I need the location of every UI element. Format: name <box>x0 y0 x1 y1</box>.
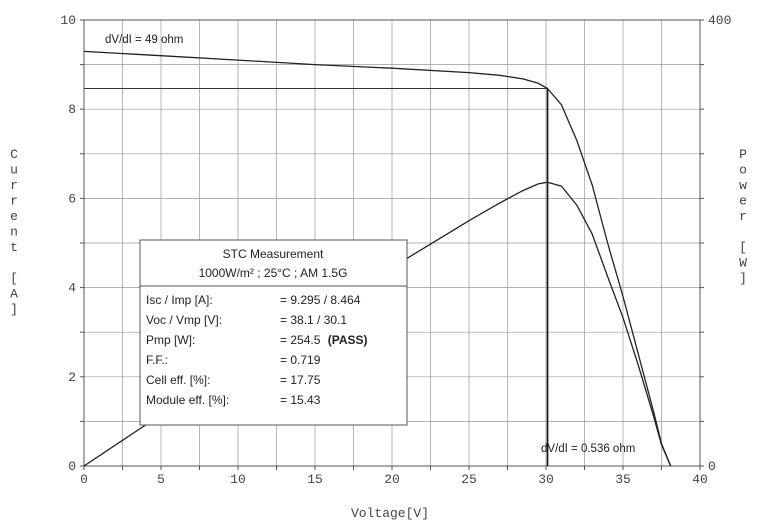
x-tick-label: 15 <box>307 472 323 487</box>
y-axis-title-right-char: P <box>739 147 747 162</box>
info-row-label: Pmp [W]: <box>146 333 195 347</box>
annotation-top-left: dV/dI = 49 ohm <box>105 34 183 46</box>
x-tick-label: 40 <box>692 472 708 487</box>
info-row-value-text: = 15.43 <box>280 393 321 407</box>
info-row-value: = 0.719 <box>280 353 321 367</box>
y-axis-title-right-char: ] <box>739 271 747 286</box>
y-axis-title-left-char: C <box>10 147 18 162</box>
x-tick-label: 25 <box>461 472 477 487</box>
x-tick-label: 35 <box>615 472 631 487</box>
y-tick-label-left: 6 <box>68 191 76 206</box>
info-row-value: = 254.5 (PASS) <box>280 333 368 347</box>
y-tick-label-right: 400 <box>708 13 731 28</box>
y-axis-title-left-char: n <box>10 225 18 240</box>
info-row-value: = 15.43 <box>280 393 321 407</box>
info-box-subtitle: 1000W/m² ; 25°C ; AM 1.5G <box>199 266 348 280</box>
y-axis-title-right-char: o <box>739 163 747 178</box>
info-row-value-text: = 17.75 <box>280 373 321 387</box>
y-axis-title-right-char: e <box>739 194 747 209</box>
y-axis-title-left-char: u <box>10 163 18 178</box>
y-tick-label-left: 8 <box>68 102 76 117</box>
x-tick-label: 0 <box>80 472 88 487</box>
y-axis-title-left-char: A <box>10 287 18 302</box>
info-row-label: Isc / Imp [A]: <box>146 293 213 307</box>
info-row-value-text: = 0.719 <box>280 353 321 367</box>
info-row-value-text: = 38.1 / 30.1 <box>280 313 347 327</box>
y-tick-label-left: 4 <box>68 281 76 296</box>
y-tick-label-right: 0 <box>708 459 716 474</box>
y-axis-title-left-char: e <box>10 209 18 224</box>
info-box-frame <box>139 239 408 426</box>
y-axis-title-left-char: r <box>10 194 18 209</box>
x-tick-label: 5 <box>157 472 165 487</box>
annotation-bottom-right: dV/dI = 0.536 ohm <box>541 443 635 455</box>
y-tick-label-left: 10 <box>60 13 76 28</box>
info-row-label: Cell eff. [%]: <box>146 373 210 387</box>
info-row-value: = 38.1 / 30.1 <box>280 313 347 327</box>
info-row-value: = 9.295 / 8.464 <box>280 293 361 307</box>
info-row-label: F.F.: <box>146 353 168 367</box>
info-row-value: = 17.75 <box>280 373 321 387</box>
info-row-value-text: = 9.295 / 8.464 <box>280 293 361 307</box>
y-axis-title-left-char: r <box>10 178 18 193</box>
y-axis-title-left-char: t <box>10 240 18 255</box>
reference-lines <box>84 88 549 466</box>
info-rows: Isc / Imp [A]: = 9.295 / 8.464 Voc / Vmp [… <box>146 293 368 407</box>
y-axis-title-right-char: w <box>739 178 747 193</box>
info-row-value-text: = 254.5 <box>280 333 324 347</box>
y-axis-title-right-char: W <box>739 256 747 271</box>
y-tick-label-left: 2 <box>68 370 76 385</box>
y-axis-title-right-char: [ <box>739 240 747 255</box>
info-row-label: Voc / Vmp [V]: <box>146 313 222 327</box>
info-row-label: Module eff. [%]: <box>146 393 229 407</box>
y-axis-title-left-char: ] <box>10 302 18 317</box>
current-curve <box>83 50 672 467</box>
info-row-status: (PASS) <box>328 333 368 347</box>
y-axis-title-right-char: r <box>739 209 747 224</box>
x-axis-title: Voltage[V] <box>351 506 429 521</box>
info-box: STC Measurement 1000W/m² ; 25°C ; AM 1.5… <box>139 239 408 426</box>
info-box-title: STC Measurement <box>223 247 324 261</box>
y-axis-title-left-char: [ <box>10 271 18 286</box>
x-tick-label: 30 <box>538 472 554 487</box>
y-tick-label-left: 0 <box>68 459 76 474</box>
x-tick-label: 20 <box>384 472 400 487</box>
x-tick-label: 10 <box>230 472 246 487</box>
